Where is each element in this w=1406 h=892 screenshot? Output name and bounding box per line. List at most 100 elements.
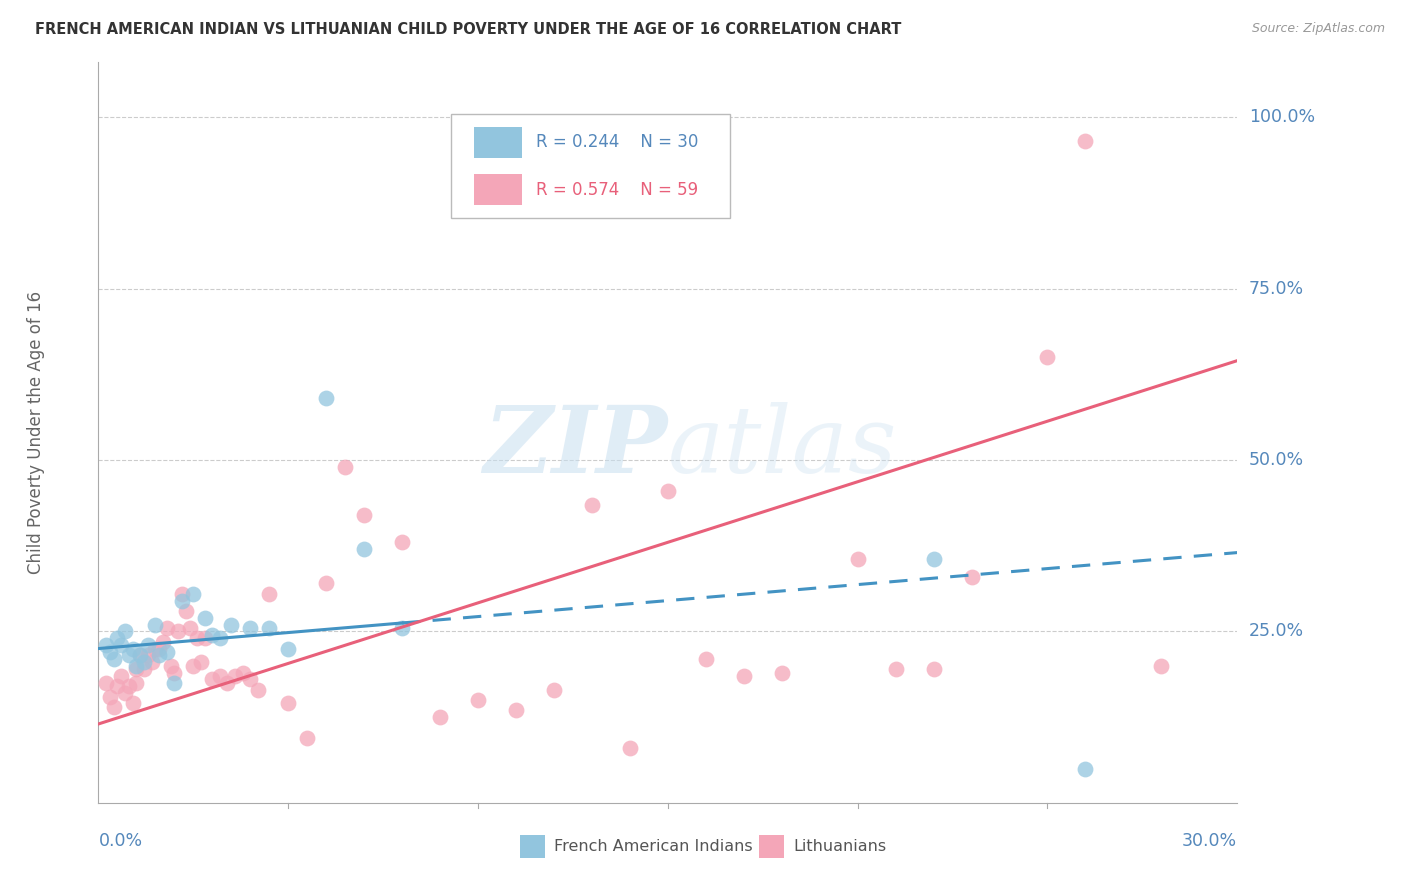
Point — [179, 621, 201, 635]
Text: 50.0%: 50.0% — [1249, 451, 1303, 469]
Point — [221, 617, 243, 632]
Point — [543, 682, 565, 697]
Point — [657, 483, 679, 498]
Point — [505, 703, 527, 717]
Text: 0.0%: 0.0% — [98, 832, 142, 850]
Point — [259, 621, 281, 635]
Point — [145, 617, 167, 632]
Point — [1074, 134, 1097, 148]
FancyBboxPatch shape — [520, 835, 546, 858]
Point — [429, 710, 451, 724]
Point — [186, 632, 208, 646]
Text: R = 0.574    N = 59: R = 0.574 N = 59 — [536, 181, 697, 199]
Point — [152, 634, 174, 648]
Point — [224, 669, 246, 683]
FancyBboxPatch shape — [759, 835, 785, 858]
Text: FRENCH AMERICAN INDIAN VS LITHUANIAN CHILD POVERTY UNDER THE AGE OF 16 CORRELATI: FRENCH AMERICAN INDIAN VS LITHUANIAN CHI… — [35, 22, 901, 37]
Point — [103, 652, 125, 666]
Point — [246, 682, 269, 697]
Point — [148, 641, 170, 656]
Point — [170, 587, 193, 601]
Point — [94, 638, 117, 652]
Text: French American Indians: French American Indians — [554, 839, 752, 854]
Point — [107, 679, 129, 693]
Text: Lithuanians: Lithuanians — [793, 839, 886, 854]
FancyBboxPatch shape — [451, 114, 731, 218]
Point — [335, 459, 357, 474]
Text: Source: ZipAtlas.com: Source: ZipAtlas.com — [1251, 22, 1385, 36]
Point — [125, 662, 148, 676]
Point — [136, 648, 159, 663]
Point — [129, 648, 152, 663]
Point — [136, 638, 159, 652]
Point — [232, 665, 254, 680]
Point — [156, 645, 179, 659]
Text: ZIP: ZIP — [484, 402, 668, 492]
Point — [170, 593, 193, 607]
Point — [884, 662, 907, 676]
Point — [163, 665, 186, 680]
Text: R = 0.244    N = 30: R = 0.244 N = 30 — [536, 134, 699, 152]
Point — [239, 673, 262, 687]
Point — [107, 632, 129, 646]
FancyBboxPatch shape — [474, 174, 522, 205]
Point — [118, 679, 141, 693]
Point — [114, 624, 136, 639]
Point — [391, 621, 413, 635]
Point — [156, 621, 179, 635]
Text: Child Poverty Under the Age of 16: Child Poverty Under the Age of 16 — [27, 291, 45, 574]
Point — [297, 731, 319, 745]
Point — [259, 587, 281, 601]
Point — [110, 669, 132, 683]
Point — [581, 498, 603, 512]
Point — [201, 628, 224, 642]
Text: 100.0%: 100.0% — [1249, 108, 1315, 127]
Point — [1036, 350, 1059, 364]
Point — [159, 658, 181, 673]
Point — [619, 741, 641, 756]
Point — [125, 658, 148, 673]
Point — [217, 676, 239, 690]
Point — [277, 697, 299, 711]
Point — [125, 676, 148, 690]
Point — [922, 662, 945, 676]
Point — [141, 655, 163, 669]
Point — [315, 576, 337, 591]
Point — [132, 655, 155, 669]
Point — [695, 652, 717, 666]
Point — [846, 552, 869, 566]
Point — [114, 686, 136, 700]
Point — [194, 610, 217, 624]
Point — [190, 655, 212, 669]
Point — [183, 658, 205, 673]
Text: 75.0%: 75.0% — [1249, 280, 1303, 298]
Point — [129, 648, 152, 663]
Point — [960, 569, 983, 583]
Point — [98, 645, 121, 659]
Point — [121, 697, 143, 711]
Point — [1150, 658, 1173, 673]
Point — [163, 676, 186, 690]
Point — [103, 699, 125, 714]
Point — [148, 648, 170, 663]
Point — [145, 641, 167, 656]
Point — [174, 604, 197, 618]
Text: atlas: atlas — [668, 402, 897, 492]
Point — [118, 648, 141, 663]
Point — [208, 632, 231, 646]
Point — [353, 508, 375, 522]
FancyBboxPatch shape — [474, 127, 522, 158]
Point — [98, 690, 121, 704]
Point — [121, 641, 143, 656]
Point — [94, 676, 117, 690]
Point — [239, 621, 262, 635]
Point — [208, 669, 231, 683]
Point — [201, 673, 224, 687]
Point — [132, 662, 155, 676]
Point — [167, 624, 190, 639]
Point — [110, 638, 132, 652]
Point — [391, 535, 413, 549]
Point — [183, 587, 205, 601]
Point — [194, 632, 217, 646]
Point — [1074, 762, 1097, 776]
